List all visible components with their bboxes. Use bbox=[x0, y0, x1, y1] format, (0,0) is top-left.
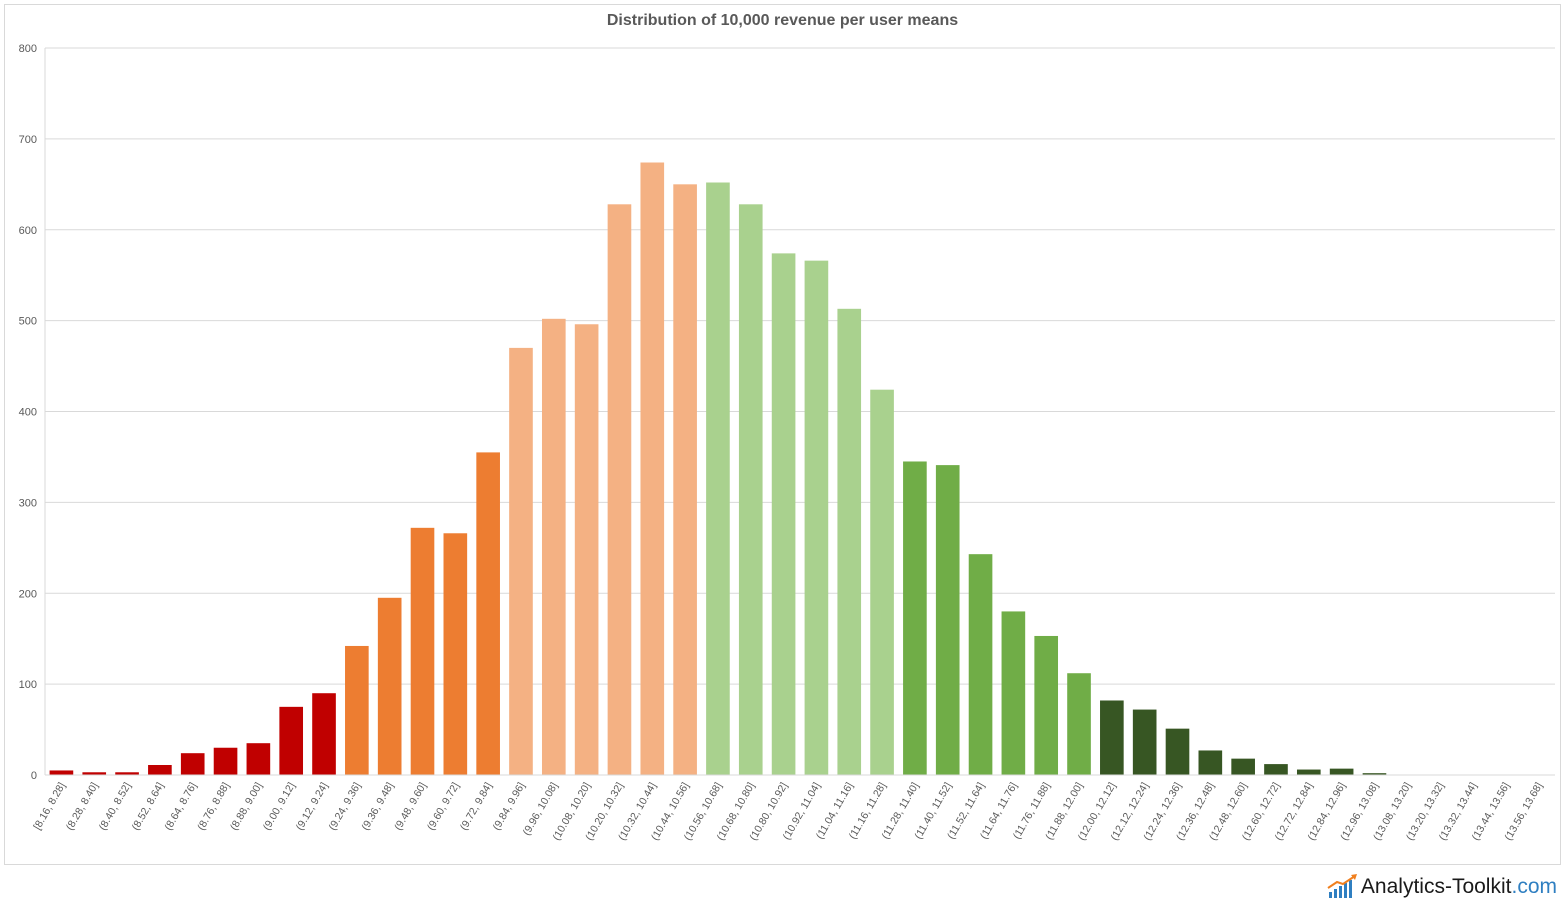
bar bbox=[246, 743, 271, 775]
y-tick-label: 200 bbox=[19, 588, 37, 600]
x-tick-label: [8.16, 8.28] bbox=[31, 780, 68, 832]
x-tick-label: (8.28, 8.40] bbox=[64, 780, 101, 832]
bar bbox=[870, 389, 894, 775]
y-tick-label: 800 bbox=[19, 43, 37, 55]
bar-chart-logo-icon bbox=[1327, 874, 1357, 898]
bar bbox=[1198, 750, 1223, 775]
bar bbox=[607, 204, 632, 775]
x-tick-label: (9.84, 9.96] bbox=[491, 780, 528, 832]
x-tick-label: (9.12, 9.24] bbox=[294, 780, 331, 832]
bar bbox=[673, 184, 697, 775]
x-tick-label: (9.00, 9.12] bbox=[261, 780, 298, 832]
bar bbox=[541, 318, 566, 775]
x-tick-label: (9.36, 9.48] bbox=[359, 780, 396, 832]
y-tick-label: 300 bbox=[19, 497, 37, 509]
bar bbox=[1231, 758, 1255, 775]
bar bbox=[1132, 709, 1157, 775]
bar bbox=[49, 770, 74, 775]
logo-brand-text: Analytics-Toolkit bbox=[1360, 875, 1512, 898]
x-tick-label: (9.60, 9.72] bbox=[425, 780, 462, 832]
y-tick-label: 400 bbox=[19, 407, 37, 419]
logo-suffix-text: .com bbox=[1511, 875, 1557, 898]
chart-title: Distribution of 10,000 revenue per user … bbox=[606, 12, 959, 29]
x-tick-label: (8.76, 8.88] bbox=[195, 780, 232, 832]
bar bbox=[1264, 764, 1288, 775]
x-tick-label: (8.52, 8.64] bbox=[130, 780, 167, 832]
y-tick-label: 0 bbox=[31, 770, 37, 782]
bar bbox=[935, 465, 960, 775]
bar bbox=[377, 597, 402, 775]
bar bbox=[738, 204, 763, 775]
x-tick-label: (9.24, 9.36] bbox=[326, 780, 363, 832]
bar bbox=[1100, 700, 1124, 775]
x-tick-label: (9.72, 9.84] bbox=[458, 780, 495, 832]
bar bbox=[279, 706, 304, 775]
x-tick-label: (8.88, 9.00] bbox=[228, 780, 265, 832]
bar bbox=[476, 452, 500, 775]
bar bbox=[1165, 728, 1190, 775]
bar bbox=[180, 753, 205, 775]
brand-logo[interactable]: Analytics-Toolkit .com bbox=[1327, 873, 1557, 901]
bar bbox=[1296, 769, 1321, 775]
bar bbox=[1329, 768, 1354, 775]
bar bbox=[312, 693, 336, 775]
bar bbox=[410, 527, 435, 775]
x-tick-label: (8.40, 8.52] bbox=[97, 780, 134, 832]
bar bbox=[771, 253, 796, 775]
bar bbox=[706, 182, 730, 775]
y-tick-label: 700 bbox=[19, 134, 37, 146]
bar bbox=[443, 533, 468, 775]
x-tick-label: (9.48, 9.60] bbox=[392, 780, 429, 832]
bar bbox=[574, 324, 599, 775]
bar bbox=[1067, 673, 1091, 775]
bar bbox=[1034, 635, 1059, 775]
bar bbox=[968, 554, 993, 775]
bar bbox=[213, 747, 238, 775]
x-tick-label: (8.64, 8.76] bbox=[162, 780, 199, 832]
bar bbox=[345, 645, 369, 775]
bar bbox=[837, 308, 862, 775]
bar bbox=[640, 162, 665, 775]
bar bbox=[509, 347, 533, 775]
bar bbox=[903, 461, 927, 775]
bar bbox=[148, 765, 172, 775]
bar bbox=[1362, 773, 1387, 775]
bar bbox=[1001, 611, 1026, 775]
bar bbox=[82, 772, 107, 775]
bar bbox=[115, 772, 139, 775]
y-tick-label: 100 bbox=[19, 679, 37, 691]
y-tick-label: 500 bbox=[19, 316, 37, 328]
y-tick-label: 600 bbox=[19, 225, 37, 237]
bar bbox=[804, 260, 829, 776]
